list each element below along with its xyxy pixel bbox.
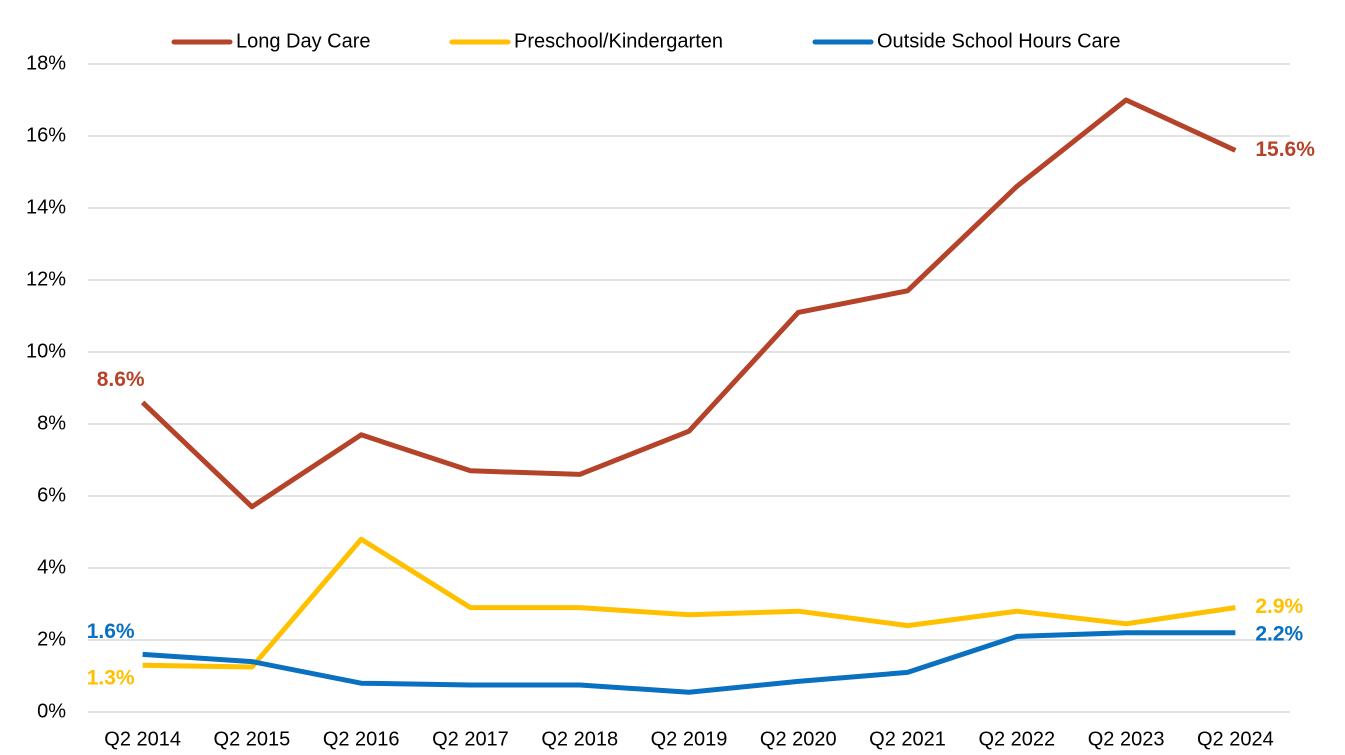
x-tick-label: Q2 2016 — [323, 728, 400, 750]
x-tick-label: Q2 2024 — [1197, 728, 1274, 750]
y-tick-label: 0% — [37, 700, 66, 722]
x-tick-label: Q2 2017 — [432, 728, 509, 750]
data-label: 8.6% — [97, 368, 145, 391]
x-tick-label: Q2 2018 — [541, 728, 618, 750]
x-tick-label: Q2 2022 — [978, 728, 1055, 750]
series-line — [142, 536, 1236, 670]
y-tick-label: 8% — [37, 412, 66, 434]
x-tick-label: Q2 2015 — [214, 728, 291, 750]
legend-label: Outside School Hours Care — [877, 30, 1120, 52]
x-tick-label: Q2 2019 — [651, 728, 728, 750]
data-label: 2.2% — [1255, 622, 1303, 645]
series-line — [142, 630, 1236, 695]
x-tick-label: Q2 2020 — [760, 728, 837, 750]
y-tick-label: 18% — [26, 52, 66, 74]
y-tick-label: 12% — [26, 268, 66, 290]
data-label: 15.6% — [1255, 138, 1315, 161]
legend-label: Long Day Care — [236, 30, 371, 52]
data-label: 1.6% — [87, 620, 135, 643]
series-line — [140, 97, 1237, 510]
y-tick-label: 10% — [26, 340, 66, 362]
x-tick-label: Q2 2014 — [104, 728, 181, 750]
x-tick-label: Q2 2021 — [869, 728, 946, 750]
data-label: 1.3% — [87, 667, 135, 690]
y-tick-label: 16% — [26, 124, 66, 146]
x-tick-label: Q2 2023 — [1088, 728, 1165, 750]
y-tick-label: 6% — [37, 484, 66, 506]
data-label: 2.9% — [1255, 595, 1303, 618]
legend-label: Preschool/Kindergarten — [514, 30, 723, 52]
y-tick-label: 14% — [26, 196, 66, 218]
y-tick-label: 2% — [37, 628, 66, 650]
y-tick-label: 4% — [37, 556, 66, 578]
